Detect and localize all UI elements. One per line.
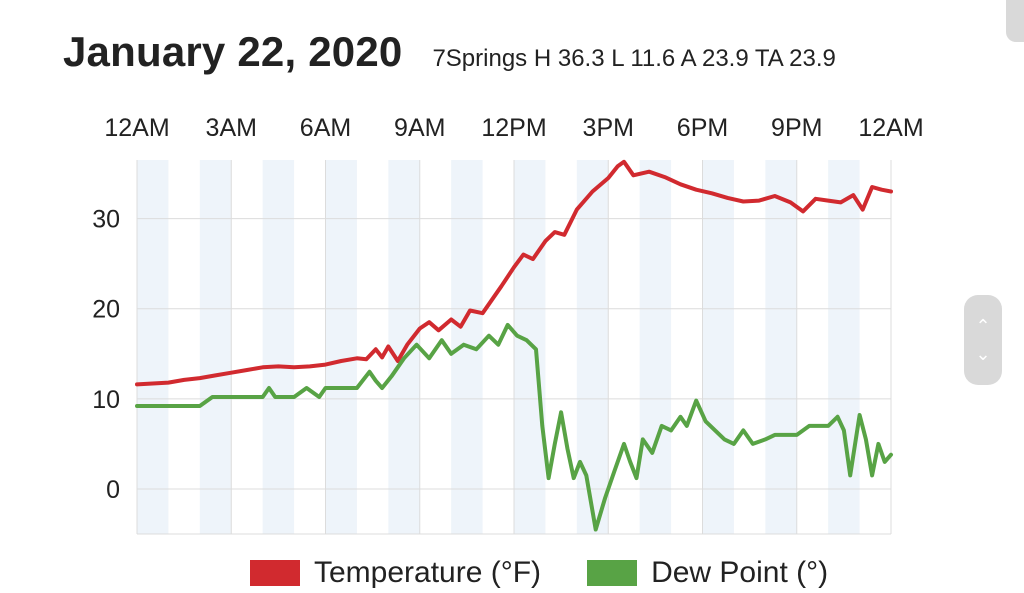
x-tick-label: 9PM xyxy=(771,114,822,142)
dew-point-swatch xyxy=(587,560,638,586)
y-tick-label: 20 xyxy=(92,296,120,324)
chart-title: January 22, 2020 xyxy=(63,28,403,75)
chart-legend: Temperature (°F) Dew Point (°) xyxy=(250,556,874,590)
legend-label-temperature: Temperature (°F) xyxy=(314,556,542,589)
hour-band xyxy=(199,160,232,534)
x-tick-label: 12PM xyxy=(481,114,546,142)
hour-band xyxy=(262,160,295,534)
dew-point-series-line xyxy=(135,322,893,532)
chevron-down-icon[interactable]: ⌄ xyxy=(975,344,991,364)
legend-label-dew-point: Dew Point (°) xyxy=(651,556,829,589)
legend-item-temperature[interactable]: Temperature (°F) xyxy=(250,556,541,590)
hour-band xyxy=(765,160,797,534)
chart-header: January 22, 2020 7Springs H 36.3 L 11.6 … xyxy=(63,28,836,76)
x-tick-label: 6AM xyxy=(300,114,351,142)
hour-band xyxy=(137,160,169,534)
x-tick-label: 12AM xyxy=(858,114,923,142)
x-tick-label: 3AM xyxy=(206,114,257,142)
temperature-swatch xyxy=(250,560,300,586)
page-scroll-widget[interactable]: ⌃ ⌄ xyxy=(964,295,1002,385)
y-tick-label: 30 xyxy=(92,206,120,234)
hour-band xyxy=(576,160,609,534)
corner-tab xyxy=(1006,0,1024,42)
hour-band xyxy=(828,160,860,534)
x-tick-label: 6PM xyxy=(677,114,728,142)
y-tick-label: 0 xyxy=(106,476,120,504)
x-tick-label: 3PM xyxy=(583,114,634,142)
hour-band xyxy=(639,160,672,534)
temperature-series-line xyxy=(135,159,893,387)
hour-band xyxy=(325,160,357,534)
hour-band xyxy=(702,160,734,534)
hour-band xyxy=(514,160,546,534)
station-summary: 7Springs H 36.3 L 11.6 A 23.9 TA 23.9 xyxy=(432,45,836,72)
x-tick-label: 12AM xyxy=(104,114,169,142)
x-tick-label: 9AM xyxy=(394,114,445,142)
y-tick-label: 10 xyxy=(92,386,120,414)
legend-item-dew-point[interactable]: Dew Point (°) xyxy=(587,556,828,590)
chevron-up-icon[interactable]: ⌃ xyxy=(975,316,991,336)
